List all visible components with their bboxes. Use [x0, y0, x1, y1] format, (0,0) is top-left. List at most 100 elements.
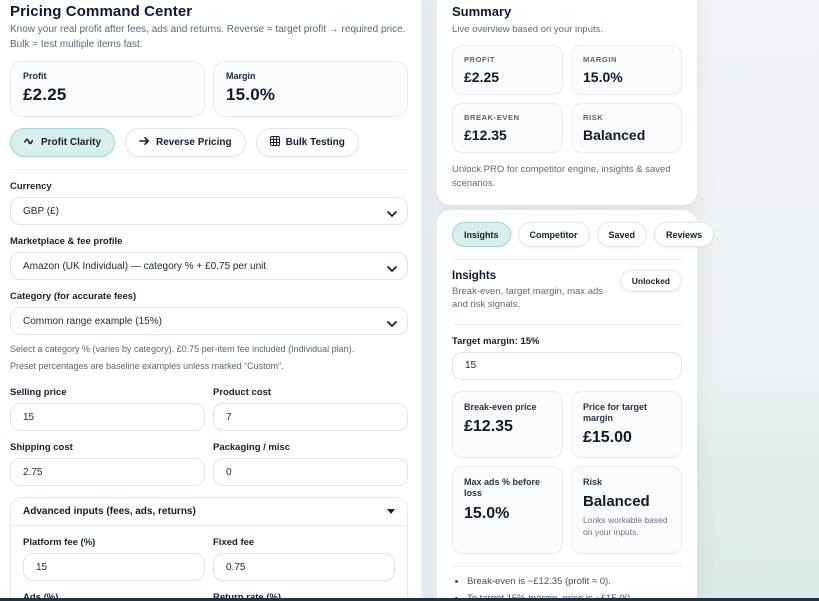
selling-price-label: Selling price: [10, 387, 67, 399]
tab-insights[interactable]: Insights: [452, 222, 511, 247]
fixed-fee-label: Fixed fee: [213, 537, 255, 549]
tab-competitor[interactable]: Competitor: [517, 222, 590, 247]
risk-value: Balanced: [583, 493, 650, 511]
tabs-divider: [452, 259, 682, 260]
packaging-misc-input[interactable]: [213, 458, 408, 487]
category-select[interactable]: Common range example (15%): [10, 307, 408, 335]
summary-risk-value: Balanced: [583, 127, 646, 143]
selling-price-input[interactable]: [10, 403, 205, 432]
marketplace-label: Marketplace & fee profile: [10, 236, 123, 247]
platform-fee-field: Platform fee (%): [23, 526, 205, 582]
mode-label: Reverse Pricing: [156, 137, 232, 148]
pricing-panel: Pricing Command Center Know your real pr…: [0, 0, 421, 601]
fixed-fee-input[interactable]: [213, 553, 395, 582]
summary-title: Summary: [452, 4, 512, 19]
breakeven-price-card: Break-even price £12.35: [452, 390, 563, 459]
selling-price-field: Selling price: [10, 376, 205, 432]
mode-reverse-pricing[interactable]: Reverse Pricing: [125, 128, 246, 157]
shipping-cost-input[interactable]: [10, 458, 205, 487]
platform-fee-input[interactable]: [23, 553, 205, 582]
product-cost-label: Product cost: [213, 387, 272, 399]
tab-saved[interactable]: Saved: [596, 222, 648, 247]
marketplace-select[interactable]: Amazon (UK Individual) — category % + £0…: [10, 252, 408, 280]
wave-icon: [24, 137, 35, 149]
category-helper-text: Select a category % (varies by category)…: [10, 343, 408, 372]
category-select-value: Common range example (15%): [23, 315, 162, 327]
summary-panel: Summary Live overview based on your inpu…: [437, 0, 697, 205]
advanced-inputs-section: Advanced inputs (fees, ads, returns) Pla…: [10, 497, 408, 601]
max-ads-value: 15.0%: [464, 504, 510, 522]
bullets-divider: [452, 566, 682, 568]
risk-card: Risk Balanced Looks workable based on yo…: [571, 466, 682, 555]
insights-panel: Insights Competitor Saved Reviews Insigh…: [437, 210, 715, 601]
cost-inputs-grid: Selling price Product cost Shipping cost…: [10, 376, 408, 487]
max-ads-card: Max ads % before loss 15.0%: [452, 466, 563, 555]
insights-divider: [452, 323, 682, 325]
return-rate-label: Return rate (%): [213, 592, 282, 601]
advanced-inputs-title: Advanced inputs (fees, ads, returns): [23, 506, 196, 518]
mode-label: Bulk Testing: [285, 137, 345, 148]
mode-bulk-testing[interactable]: Bulk Testing: [255, 128, 359, 157]
profit-kpi-value: £2.25: [23, 85, 67, 104]
insights-tabs: Insights Competitor Saved Reviews: [452, 222, 715, 247]
page-title: Pricing Command Center: [10, 3, 193, 20]
return-rate-field: Return rate (%): [213, 581, 395, 601]
fixed-fee-field: Fixed fee: [213, 526, 395, 582]
category-label: Category (for accurate fees): [10, 291, 137, 302]
chevron-down-icon: [387, 264, 397, 275]
profit-kpi-card: Profit £2.25: [10, 61, 205, 117]
breakeven-price-value: £12.35: [464, 417, 513, 435]
insights-heading-block: Insights Break-even, target margin, max …: [452, 270, 614, 312]
tab-label: Insights: [464, 229, 499, 240]
advanced-inputs-toggle[interactable]: Advanced inputs (fees, ads, returns): [11, 498, 407, 527]
mode-switcher: Profit Clarity Reverse Pricing Bulk Test…: [10, 128, 408, 157]
product-cost-input[interactable]: [213, 403, 408, 432]
tab-label: Competitor: [529, 229, 578, 240]
summary-margin-label: MARGIN: [583, 55, 618, 64]
target-margin-input[interactable]: [452, 351, 682, 380]
margin-kpi-value: 15.0%: [226, 85, 276, 104]
tab-label: Saved: [608, 229, 636, 240]
target-margin-label: Target margin: 15%: [452, 335, 540, 347]
section-divider: [10, 169, 408, 170]
breakeven-price-label: Break-even price: [464, 401, 537, 412]
insights-header: Insights Break-even, target margin, max …: [452, 270, 682, 312]
viewport-bottom-bar: [0, 598, 819, 601]
summary-breakeven-card: BREAK-EVEN £12.35: [452, 103, 563, 153]
summary-breakeven-value: £12.35: [464, 127, 507, 143]
target-price-label: Price for target margin: [583, 401, 648, 423]
insights-heading: Insights: [452, 270, 497, 282]
shipping-cost-label: Shipping cost: [10, 442, 73, 454]
target-price-card: Price for target margin £15.00: [571, 390, 682, 459]
summary-profit-card: PROFIT £2.25: [452, 45, 563, 95]
ads-percent-field: Ads (%): [23, 581, 205, 601]
packaging-misc-label: Packaging / misc: [213, 442, 291, 454]
vertical-scrollbar[interactable]: [421, 0, 433, 601]
grid-icon: [269, 136, 280, 149]
currency-select-value: GBP (£): [23, 205, 59, 217]
bullet-item: Break-even is ~£12.35 (profit ≈ 0).: [467, 576, 682, 589]
margin-kpi-label: Margin: [226, 71, 256, 81]
profit-kpi-label: Profit: [23, 71, 47, 81]
summary-breakeven-label: BREAK-EVEN: [464, 113, 520, 122]
chevron-down-icon: [387, 319, 397, 330]
chevron-down-icon: [387, 209, 397, 220]
product-cost-field: Product cost: [213, 376, 408, 432]
summary-risk-label: RISK: [583, 113, 604, 122]
insights-cards-grid: Break-even price £12.35 Price for target…: [452, 390, 682, 555]
bullet-item: To target 15% margin, price is ~£15.00.: [467, 593, 682, 601]
currency-select[interactable]: GBP (£): [10, 197, 408, 225]
arrow-right-icon: [139, 136, 150, 149]
tab-reviews[interactable]: Reviews: [654, 222, 715, 247]
max-ads-label: Max ads % before loss: [464, 477, 541, 499]
helper-line: Select a category % (varies by category)…: [10, 344, 355, 354]
advanced-inputs-body: Platform fee (%) Fixed fee Ads (%) Retur…: [11, 526, 407, 601]
tab-label: Reviews: [666, 229, 703, 240]
mode-profit-clarity[interactable]: Profit Clarity: [10, 128, 116, 157]
mode-label: Profit Clarity: [41, 137, 102, 148]
platform-fee-label: Platform fee (%): [23, 537, 96, 549]
page-subtitle: Know your real profit after fees, ads an…: [10, 24, 406, 50]
currency-label: Currency: [10, 181, 52, 192]
insights-bullet-list: Break-even is ~£12.35 (profit ≈ 0). To t…: [452, 576, 682, 601]
